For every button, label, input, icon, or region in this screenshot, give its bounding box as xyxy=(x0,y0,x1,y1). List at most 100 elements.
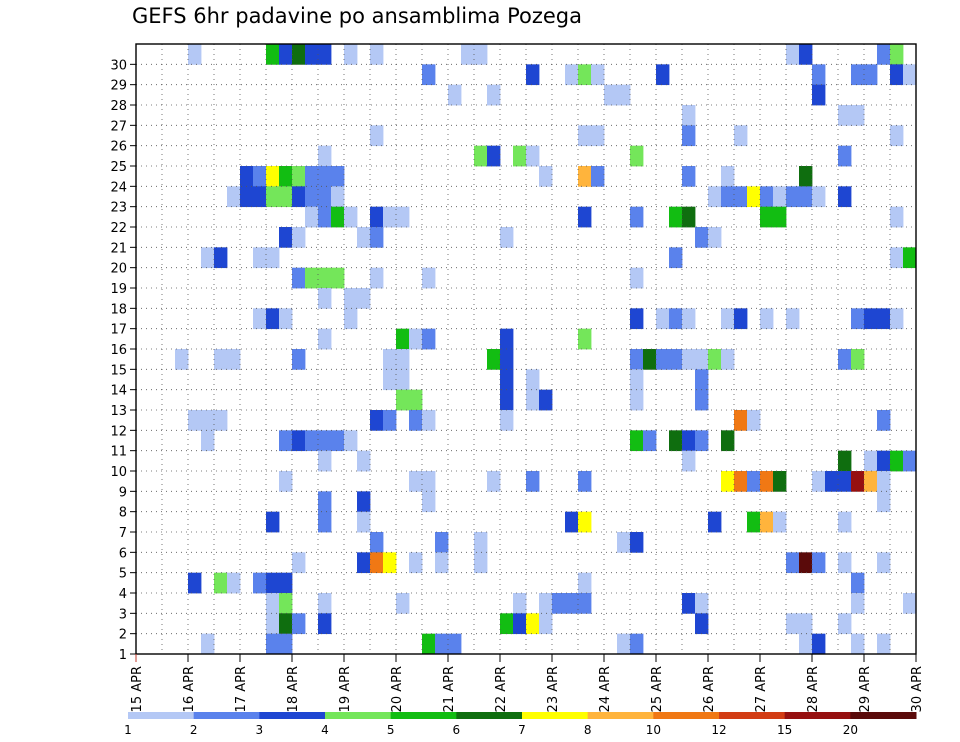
heatmap-cell xyxy=(422,267,436,289)
heatmap-cell xyxy=(357,227,371,248)
colorbar-label: 3 xyxy=(256,723,264,737)
y-tick-label: 10 xyxy=(110,465,127,480)
heatmap-cell xyxy=(227,349,241,370)
heatmap-cell xyxy=(318,328,332,350)
heatmap-cell xyxy=(292,44,306,65)
heatmap-cell xyxy=(188,44,202,65)
heatmap-cell xyxy=(331,166,345,187)
x-tick-label: 15 APR xyxy=(130,666,145,712)
heatmap-cell xyxy=(578,166,592,187)
heatmap-cell xyxy=(500,389,514,411)
heatmap-cell xyxy=(864,471,878,492)
heatmap-cell xyxy=(357,491,371,513)
heatmap-cell xyxy=(786,308,800,330)
x-tick-label: 19 APR xyxy=(338,666,353,712)
colorbar-swatch xyxy=(390,712,457,719)
heatmap-cell xyxy=(500,349,514,370)
heatmap-cell xyxy=(474,44,488,65)
heatmap-cell xyxy=(422,328,436,350)
heatmap-cell xyxy=(773,206,787,228)
heatmap-cell xyxy=(799,633,813,655)
heatmap-cell xyxy=(344,288,358,309)
colorbar-label: 12 xyxy=(711,723,726,737)
y-tick-label: 24 xyxy=(110,180,127,195)
x-tick-label: 16 APR xyxy=(182,666,197,712)
heatmap-cell xyxy=(669,349,683,370)
heatmap-cell xyxy=(201,430,215,452)
heatmap-cell xyxy=(240,186,254,208)
heatmap-cell xyxy=(890,308,904,330)
heatmap-cell xyxy=(851,633,865,655)
heatmap-cell xyxy=(370,410,384,431)
y-tick-label: 19 xyxy=(110,282,127,297)
heatmap-cell xyxy=(617,532,631,553)
heatmap-cell xyxy=(318,267,332,289)
heatmap-cell xyxy=(838,145,852,167)
y-tick-label: 18 xyxy=(110,302,127,317)
heatmap-cell xyxy=(656,349,670,370)
x-axis: 15 APR 16 APR 17 APR 18 APR 19 APR 20 APR 21 A… xyxy=(130,654,925,712)
heatmap-cell xyxy=(630,430,644,452)
heatmap-cell xyxy=(539,593,553,614)
heatmap-cell xyxy=(227,572,241,594)
heatmap-cell xyxy=(630,145,644,167)
heatmap-cell xyxy=(500,410,514,431)
heatmap-cell xyxy=(344,44,358,65)
heatmap-cell xyxy=(266,308,280,330)
heatmap-cell xyxy=(682,206,696,228)
heatmap-cell xyxy=(643,349,657,370)
colorbar-swatch xyxy=(456,712,523,719)
heatmap-cell xyxy=(331,267,345,289)
y-tick-label: 5 xyxy=(119,567,127,582)
heatmap-cell xyxy=(539,613,553,635)
heatmap-cell xyxy=(682,349,696,370)
heatmap-cell xyxy=(305,44,319,65)
y-tick-label: 21 xyxy=(110,241,127,256)
heatmap-cell xyxy=(721,308,735,330)
y-tick-label: 11 xyxy=(110,445,127,460)
y-tick-label: 16 xyxy=(110,343,127,358)
heatmap-cell xyxy=(318,430,332,452)
colorbar-swatch xyxy=(850,712,917,719)
heatmap-cell xyxy=(877,633,891,655)
heatmap-cell xyxy=(565,64,579,86)
heatmap-cell xyxy=(864,450,878,472)
heatmap-cell xyxy=(838,613,852,635)
heatmap-cell xyxy=(669,247,683,269)
heatmap-cell xyxy=(851,593,865,614)
heatmap-cell xyxy=(318,145,332,167)
heatmap-cell xyxy=(292,166,306,187)
heatmap-cell xyxy=(266,44,280,65)
heatmap-cell xyxy=(643,430,657,452)
heatmap-cell xyxy=(396,593,410,614)
heatmap-cell xyxy=(279,166,293,187)
heatmap-cell xyxy=(474,145,488,167)
heatmap-cell xyxy=(799,186,813,208)
heatmap-cell xyxy=(578,328,592,350)
heatmap-cell xyxy=(695,593,709,614)
heatmap-cell xyxy=(695,349,709,370)
heatmap-cell xyxy=(812,186,826,208)
heatmap-cell xyxy=(877,410,891,431)
heatmap-cell xyxy=(253,247,267,269)
heatmap-cell xyxy=(851,105,865,126)
heatmap-cell xyxy=(240,166,254,187)
heatmap-cell xyxy=(318,166,332,187)
heatmap-cell xyxy=(331,206,345,228)
heatmap-cell xyxy=(331,430,345,452)
heatmap-cell xyxy=(812,552,826,574)
heatmap-cell xyxy=(279,613,293,635)
heatmap-cell xyxy=(890,450,904,472)
y-tick-label: 13 xyxy=(110,404,127,419)
heatmap-cell xyxy=(292,613,306,635)
heatmap-cell xyxy=(305,206,319,228)
heatmap-cell xyxy=(682,308,696,330)
heatmap-cell xyxy=(396,369,410,391)
heatmap-cell xyxy=(695,369,709,391)
heatmap-cell xyxy=(734,471,748,492)
heatmap-cell xyxy=(695,430,709,452)
colorbar-label: 4 xyxy=(321,723,329,737)
heatmap-cell xyxy=(435,532,449,553)
heatmap-cell xyxy=(500,328,514,350)
